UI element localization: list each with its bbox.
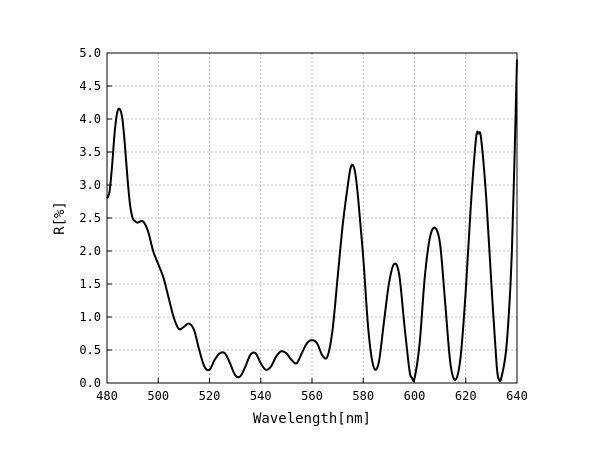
y-tick-label: 4.0: [79, 112, 101, 126]
x-tick-label: 480: [96, 389, 118, 403]
x-axis-label: Wavelength[nm]: [253, 411, 371, 427]
y-tick-label: 3.0: [79, 178, 101, 192]
x-tick-label: 640: [506, 389, 528, 403]
x-tick-label: 560: [301, 389, 323, 403]
x-tick-label: 520: [199, 389, 221, 403]
y-tick-label: 2.5: [79, 211, 101, 225]
grid-lines: [107, 53, 517, 383]
y-axis-label: R[%]: [52, 201, 68, 235]
y-tick-label: 0.5: [79, 343, 101, 357]
y-tick-label: 2.0: [79, 244, 101, 258]
reflectance-line: [106, 59, 518, 383]
x-tick-label: 540: [250, 389, 272, 403]
x-tick-label: 600: [404, 389, 426, 403]
x-tick-label: 500: [147, 389, 169, 403]
x-tick-label: 580: [352, 389, 374, 403]
y-tick-label: 1.5: [79, 277, 101, 291]
y-tick-label: 0.0: [79, 376, 101, 390]
x-tick-label: 620: [455, 389, 477, 403]
axis-ticks: [106, 52, 518, 384]
y-tick-label: 3.5: [79, 145, 101, 159]
y-tick-label: 1.0: [79, 310, 101, 324]
y-tick-labels: 0.0 0.5 1.0 1.5 2.0 2.5 3.0 3.5 4.0 4.5 5.0: [79, 46, 101, 390]
y-tick-label: 4.5: [79, 79, 101, 93]
x-tick-labels: 480 500 520 540 560 580 600 620 640: [96, 389, 528, 403]
y-tick-label: 5.0: [79, 46, 101, 60]
